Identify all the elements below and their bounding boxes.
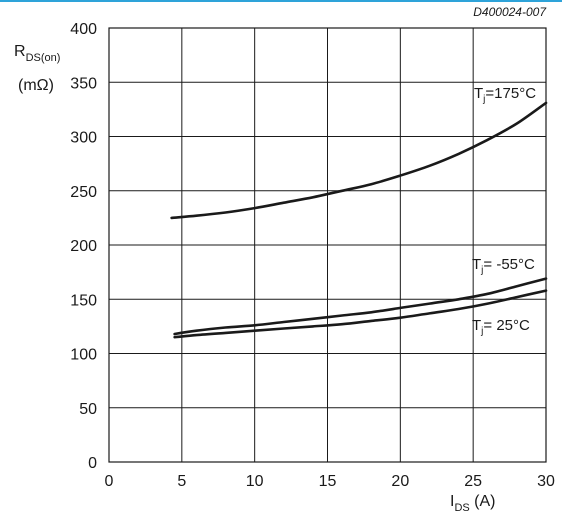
x-tick-labels: 0 5 10 15 20 25 30 <box>105 473 555 490</box>
y-tick-label: 400 <box>70 21 97 38</box>
series-line-tj-minus55c <box>173 277 548 336</box>
y-axis-label: RDS(on) <box>14 43 60 64</box>
x-tick-label: 25 <box>464 473 482 490</box>
x-tick-label: 20 <box>391 473 409 490</box>
series-line-tj-25c <box>173 289 548 339</box>
plot-frame <box>108 27 547 463</box>
x-tick-label: 10 <box>246 473 264 490</box>
y-tick-label: 0 <box>88 455 97 472</box>
accent-rule <box>0 0 562 2</box>
figure-id: D400024-007 <box>473 5 547 19</box>
series-label-minus55c: Tj= -55°C <box>472 256 535 276</box>
y-tick-label: 250 <box>70 184 97 201</box>
y-tick-label: 300 <box>70 130 97 147</box>
x-tick-label: 5 <box>177 473 186 490</box>
y-tick-labels: 0 50 100 150 200 250 300 350 400 <box>70 21 97 472</box>
y-tick-label: 350 <box>70 75 97 92</box>
x-tick-label: 30 <box>537 473 555 490</box>
series-label-175c: Tj=175°C <box>474 85 536 105</box>
series-lines <box>170 101 548 339</box>
y-tick-label: 100 <box>70 347 97 364</box>
x-tick-label: 0 <box>105 473 114 490</box>
y-tick-label: 200 <box>70 238 97 255</box>
y-tick-label: 50 <box>79 401 97 418</box>
x-tick-label: 15 <box>319 473 337 490</box>
series-line-tj-175c <box>170 101 548 220</box>
grid <box>108 27 547 463</box>
y-tick-label: 150 <box>70 292 97 309</box>
series-label-25c: Tj= 25°C <box>472 317 530 337</box>
y-axis-unit: (mΩ) <box>18 77 54 94</box>
x-axis-label: IDS (A) <box>450 493 496 514</box>
